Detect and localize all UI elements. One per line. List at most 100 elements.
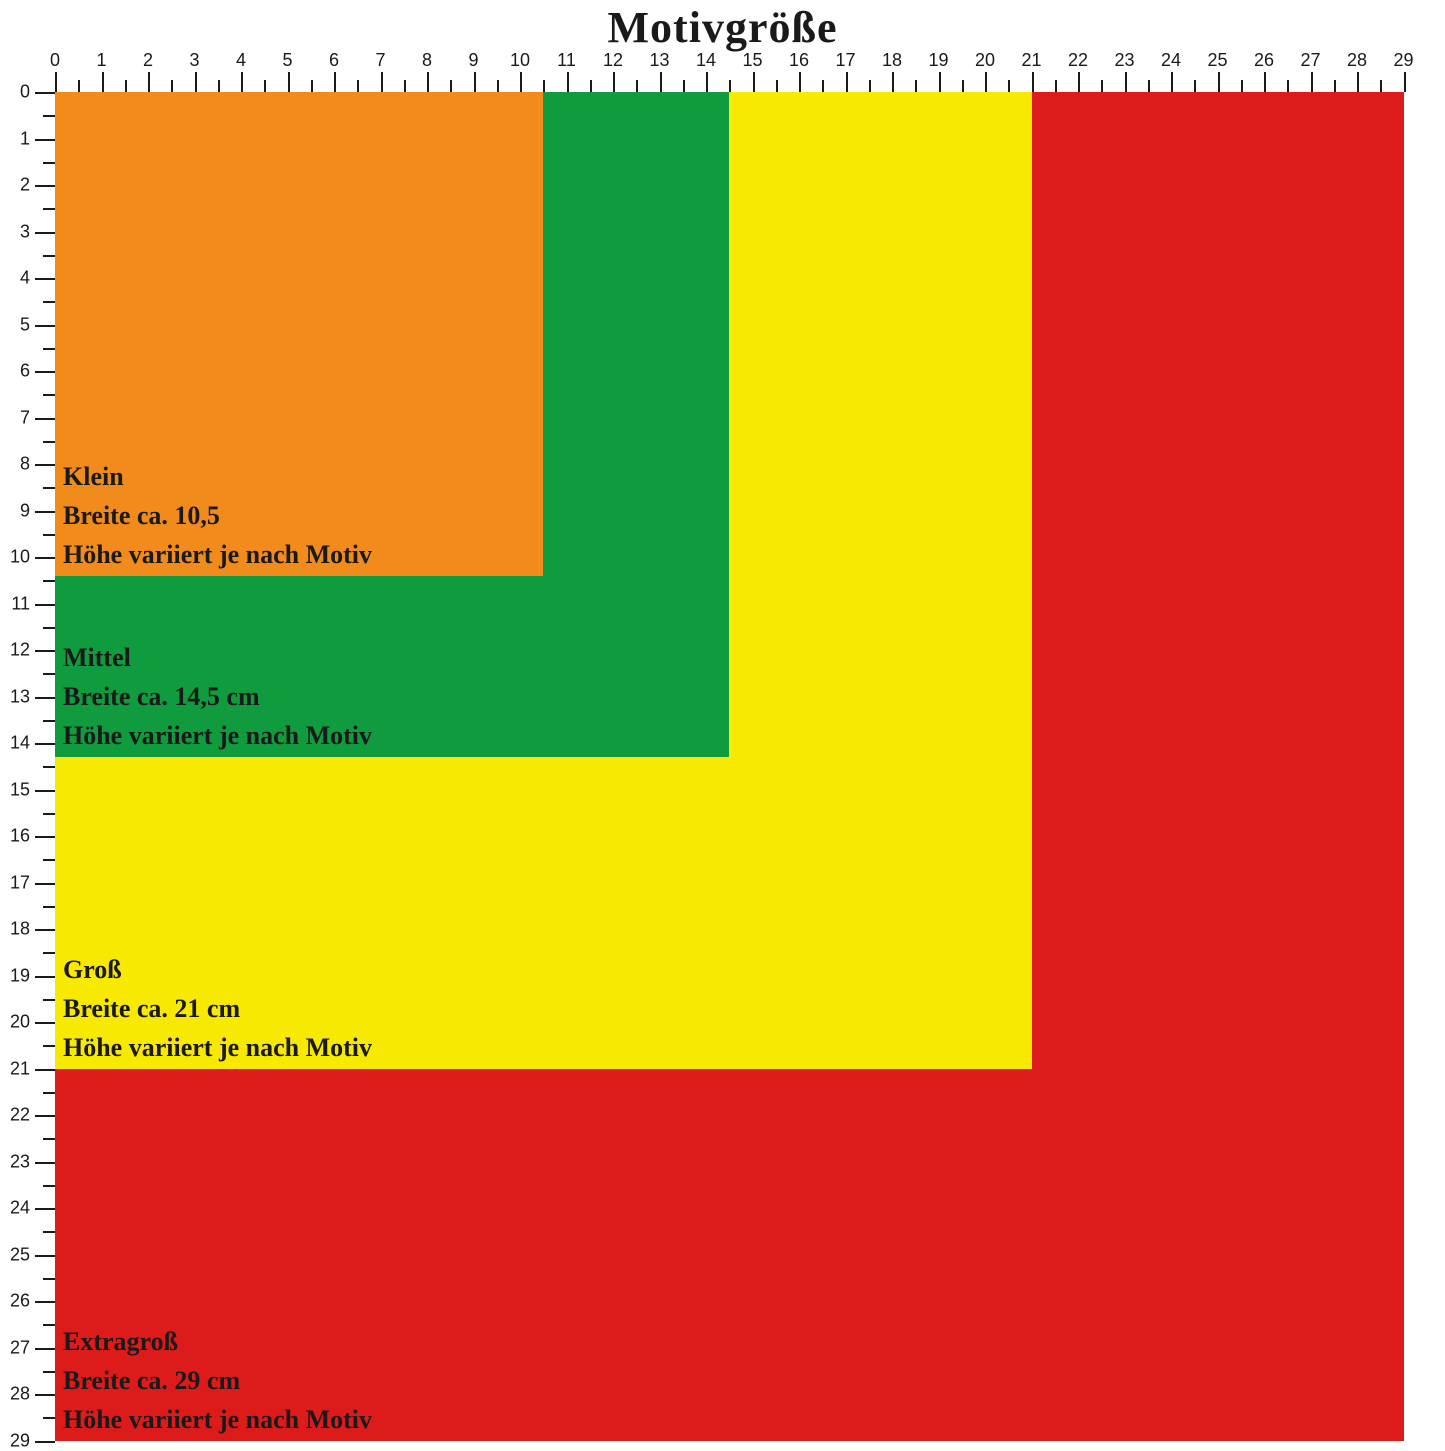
ruler-label: 15 — [742, 50, 762, 71]
ruler-label: 5 — [0, 314, 30, 335]
ruler-tick-minor — [636, 80, 638, 92]
ruler-label: 25 — [0, 1244, 30, 1265]
ruler-label: 8 — [0, 454, 30, 475]
ruler-tick-major — [241, 72, 243, 92]
ruler-tick-minor — [497, 80, 499, 92]
ruler-label: 0 — [50, 50, 60, 71]
ruler-tick-minor — [1380, 80, 1382, 92]
ruler-label: 21 — [1021, 50, 1041, 71]
ruler-label: 10 — [510, 50, 530, 71]
ruler-label: 24 — [1161, 50, 1181, 71]
ruler-tick-major — [102, 72, 104, 92]
ruler-tick-major — [35, 1162, 55, 1164]
ruler-label: 24 — [0, 1198, 30, 1219]
ruler-tick-major — [288, 72, 290, 92]
ruler-tick-major — [660, 72, 662, 92]
ruler-tick-minor — [1008, 80, 1010, 92]
ruler-label: 26 — [1254, 50, 1274, 71]
size-name: Extragroß — [63, 1322, 372, 1361]
ruler-tick-minor — [1241, 80, 1243, 92]
ruler-tick-major — [35, 976, 55, 978]
ruler-label: 2 — [143, 50, 153, 71]
ruler-tick-major — [427, 72, 429, 92]
ruler-tick-minor — [43, 1417, 55, 1419]
ruler-label: 4 — [0, 268, 30, 289]
ruler-label: 14 — [0, 733, 30, 754]
ruler-label: 19 — [0, 965, 30, 986]
ruler-tick-major — [892, 72, 894, 92]
ruler-tick-minor — [43, 766, 55, 768]
ruler-tick-minor — [43, 906, 55, 908]
size-box-label: KleinBreite ca. 10,5Höhe variiert je nac… — [63, 457, 372, 574]
ruler-label: 25 — [1207, 50, 1227, 71]
ruler-tick-minor — [43, 487, 55, 489]
ruler-tick-minor — [869, 80, 871, 92]
ruler-tick-minor — [1101, 80, 1103, 92]
ruler-label: 19 — [928, 50, 948, 71]
size-height-label: Höhe variiert je nach Motiv — [63, 716, 372, 755]
ruler-tick-major — [35, 883, 55, 885]
ruler-label: 4 — [236, 50, 246, 71]
ruler-tick-major — [753, 72, 755, 92]
ruler-tick-major — [35, 1441, 55, 1443]
ruler-label: 3 — [189, 50, 199, 71]
ruler-tick-minor — [43, 627, 55, 629]
ruler-tick-major — [846, 72, 848, 92]
ruler-label: 16 — [0, 826, 30, 847]
ruler-label: 22 — [1068, 50, 1088, 71]
ruler-tick-major — [706, 72, 708, 92]
size-width-label: Breite ca. 29 cm — [63, 1361, 372, 1400]
ruler-label: 21 — [0, 1058, 30, 1079]
ruler-label: 2 — [0, 175, 30, 196]
ruler-tick-major — [35, 371, 55, 373]
ruler-tick-major — [799, 72, 801, 92]
ruler-tick-major — [35, 604, 55, 606]
ruler-tick-major — [381, 72, 383, 92]
ruler-tick-minor — [43, 859, 55, 861]
ruler-tick-minor — [1287, 80, 1289, 92]
ruler-tick-minor — [43, 952, 55, 954]
ruler-label: 13 — [649, 50, 669, 71]
ruler-tick-minor — [311, 80, 313, 92]
ruler-label: 1 — [0, 128, 30, 149]
ruler-label: 17 — [835, 50, 855, 71]
ruler-label: 11 — [557, 50, 576, 71]
ruler-tick-minor — [776, 80, 778, 92]
ruler-tick-major — [334, 72, 336, 92]
ruler-label: 28 — [0, 1384, 30, 1405]
ruler-tick-minor — [43, 255, 55, 257]
ruler-label: 16 — [789, 50, 809, 71]
ruler-tick-major — [567, 72, 569, 92]
size-width-label: Breite ca. 21 cm — [63, 989, 372, 1028]
ruler-tick-minor — [43, 1324, 55, 1326]
ruler-label: 29 — [1393, 50, 1413, 71]
ruler-tick-major — [35, 929, 55, 931]
ruler-tick-minor — [43, 115, 55, 117]
size-width-label: Breite ca. 14,5 cm — [63, 677, 372, 716]
ruler-tick-major — [35, 232, 55, 234]
ruler-tick-minor — [264, 80, 266, 92]
size-box-label: ExtragroßBreite ca. 29 cmHöhe variiert j… — [63, 1322, 372, 1439]
ruler-tick-major — [1218, 72, 1220, 92]
size-name: Mittel — [63, 638, 372, 677]
ruler-tick-major — [1311, 72, 1313, 92]
ruler-tick-major — [35, 418, 55, 420]
ruler-tick-minor — [43, 208, 55, 210]
page-title: Motivgröße — [0, 2, 1445, 53]
size-height-label: Höhe variiert je nach Motiv — [63, 535, 372, 574]
ruler-tick-major — [35, 1022, 55, 1024]
ruler-tick-minor — [915, 80, 917, 92]
ruler-tick-minor — [543, 80, 545, 92]
size-name: Klein — [63, 457, 372, 496]
ruler-tick-minor — [450, 80, 452, 92]
ruler-label: 29 — [0, 1430, 30, 1451]
ruler-tick-minor — [43, 1138, 55, 1140]
ruler-label: 23 — [0, 1151, 30, 1172]
ruler-tick-major — [35, 697, 55, 699]
ruler-tick-minor — [43, 301, 55, 303]
ruler-label: 14 — [696, 50, 716, 71]
ruler-label: 28 — [1347, 50, 1367, 71]
ruler-tick-minor — [43, 720, 55, 722]
ruler-tick-major — [35, 557, 55, 559]
ruler-tick-major — [35, 1115, 55, 1117]
